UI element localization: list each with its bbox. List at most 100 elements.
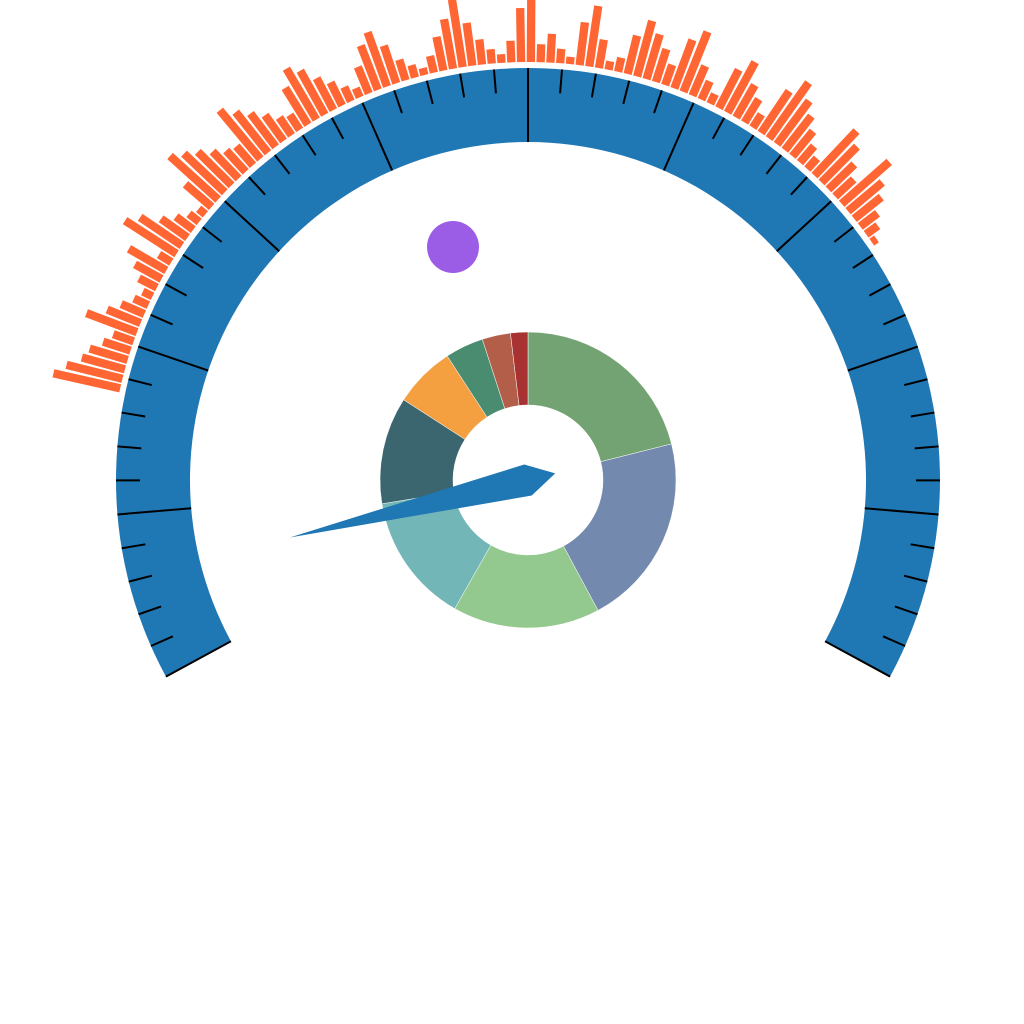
major-tick	[662, 102, 695, 171]
radial-bar	[52, 369, 122, 393]
radial-bar	[88, 344, 129, 364]
radial-bar	[261, 112, 287, 144]
radial-bar	[697, 79, 714, 102]
minor-tick	[910, 411, 935, 418]
radial-bar	[209, 148, 242, 182]
radial-bar	[105, 305, 143, 327]
minor-tick	[739, 134, 755, 156]
radial-bar	[546, 33, 557, 63]
minor-tick	[459, 73, 466, 98]
radial-bar	[516, 7, 526, 63]
radial-bar	[181, 150, 228, 196]
radial-bar	[651, 47, 671, 84]
donut-segment	[563, 443, 677, 611]
minor-tick	[765, 154, 782, 175]
radial-bar	[425, 54, 438, 74]
major-tick	[137, 345, 209, 372]
radial-bar	[818, 143, 860, 186]
radial-bar	[182, 181, 215, 210]
radial-bar	[156, 250, 174, 266]
radial-bar	[661, 63, 677, 87]
radial-bar	[351, 86, 364, 100]
radial-bar	[356, 44, 382, 92]
radial-bar	[132, 294, 151, 309]
radial-bar	[418, 67, 429, 77]
radial-bar	[296, 68, 329, 117]
minor-tick	[559, 69, 564, 94]
radial-bar	[536, 44, 546, 63]
radial-bar	[353, 65, 373, 96]
minor-tick	[868, 283, 891, 297]
minor-tick	[622, 80, 631, 105]
radial-bar	[133, 260, 164, 283]
minor-tick	[202, 226, 223, 243]
radial-bar	[379, 44, 401, 85]
minor-tick	[301, 134, 317, 156]
radial-bar	[741, 96, 763, 125]
minor-tick	[165, 283, 188, 297]
radial-bar	[167, 152, 221, 203]
minor-tick	[150, 313, 173, 326]
radial-bar	[312, 76, 338, 113]
radial-bar	[281, 85, 312, 127]
donut-segment	[510, 331, 529, 406]
marker-dot	[427, 221, 479, 273]
radial-bar	[623, 34, 642, 76]
radial-bar	[137, 274, 159, 292]
radial-bar	[869, 235, 879, 246]
radial-bar	[706, 92, 719, 106]
major-tick	[776, 200, 832, 252]
major-tick	[224, 200, 280, 252]
radial-bar	[851, 193, 884, 222]
minor-tick	[910, 543, 935, 550]
minor-tick	[914, 445, 939, 450]
minor-tick	[117, 445, 142, 450]
radial-bar	[194, 148, 235, 189]
radial-bar	[395, 58, 410, 82]
minor-tick	[882, 635, 906, 647]
minor-tick	[425, 80, 434, 105]
radial-bar	[825, 161, 858, 193]
radial-bar	[439, 18, 458, 70]
radial-bar	[475, 39, 487, 65]
radial-bar	[126, 245, 169, 275]
minor-tick	[330, 117, 345, 140]
minor-tick	[492, 69, 497, 94]
minor-tick	[653, 90, 663, 114]
radial-bar	[223, 147, 249, 175]
radial-bar	[137, 213, 185, 250]
radial-bar	[340, 85, 355, 104]
radial-bar	[811, 128, 860, 179]
radial-bar	[80, 353, 127, 374]
radial-bar	[526, 0, 536, 63]
radial-bar	[506, 40, 516, 63]
radial-bar	[432, 35, 448, 72]
radial-bar	[614, 56, 626, 73]
radial-bar	[496, 53, 506, 64]
minor-tick	[121, 543, 146, 550]
radial-bar	[173, 213, 196, 233]
radial-bar	[757, 88, 793, 136]
radial-bar	[326, 80, 346, 108]
minor-tick	[128, 574, 153, 583]
radial-bar	[749, 112, 765, 130]
major-tick	[117, 507, 192, 516]
radial-bar	[141, 287, 155, 301]
minor-tick	[711, 117, 726, 140]
radial-bar	[233, 143, 257, 168]
radial-bar	[604, 60, 615, 71]
radial-bar	[232, 109, 272, 156]
major-tick	[361, 102, 394, 171]
radial-bar	[642, 33, 664, 81]
minor-tick	[128, 378, 153, 387]
radial-bar	[216, 107, 264, 162]
radial-bar	[585, 5, 603, 68]
major-tick	[824, 640, 891, 678]
needle	[289, 464, 556, 538]
radial-bar	[715, 67, 743, 111]
radial-bar	[796, 143, 818, 166]
major-tick	[165, 640, 232, 678]
major-tick	[847, 345, 919, 372]
radial-bar	[447, 0, 467, 68]
radial-bar	[789, 128, 817, 159]
